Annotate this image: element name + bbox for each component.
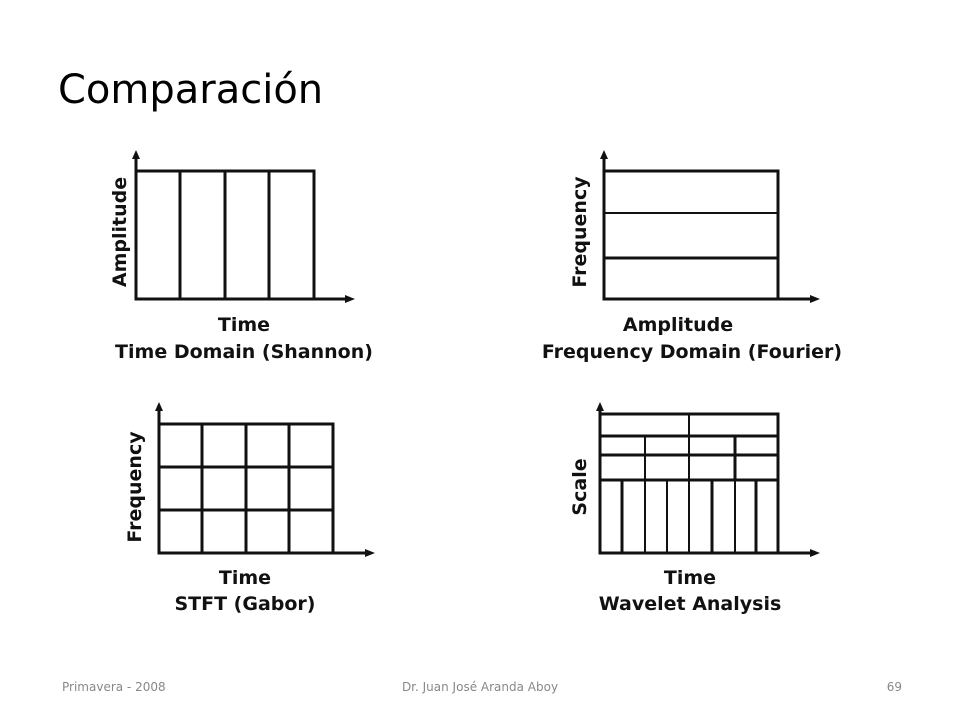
frequency-domain-caption: Frequency Domain (Fourier) <box>542 341 842 363</box>
footer-date: Primavera - 2008 <box>62 680 166 694</box>
stft-svg: Frequency Time STFT (Gabor) <box>124 402 375 615</box>
diagram-frequency-domain: Frequency Amplitude Frequency Domain (Fo… <box>542 145 880 375</box>
stft-x-arrow <box>365 549 375 557</box>
time-domain-y-arrow <box>132 150 140 159</box>
frequency-domain-grid-border <box>602 169 780 301</box>
wavelet-svg: Scale Time Wavelet Analysis <box>569 402 820 615</box>
slide-number: 69 <box>886 680 902 694</box>
stft-xlabel: Time <box>219 567 271 589</box>
wavelet-caption: Wavelet Analysis <box>599 593 782 615</box>
stft-ylabel: Frequency <box>124 431 146 543</box>
wavelet-xlabel: Time <box>664 567 716 589</box>
slide-title: Comparación <box>58 67 324 113</box>
time-domain-x-arrow <box>345 295 355 303</box>
time-domain-xlabel: Time <box>218 314 270 336</box>
wavelet-ylabel: Scale <box>569 458 591 515</box>
wavelet-x-arrow <box>810 549 820 557</box>
frequency-domain-svg: Frequency Amplitude Frequency Domain (Fo… <box>542 150 842 363</box>
frequency-domain-ylabel: Frequency <box>569 176 591 288</box>
time-domain-svg: Amplitude Time Time Domain (Shannon) <box>109 150 373 363</box>
stft-y-arrow <box>155 402 163 411</box>
frequency-domain-y-arrow <box>600 150 608 159</box>
diagram-stft: Frequency Time STFT (Gabor) <box>115 395 415 625</box>
time-domain-caption: Time Domain (Shannon) <box>115 341 373 363</box>
stft-caption: STFT (Gabor) <box>174 593 315 615</box>
wavelet-y-arrow <box>596 402 604 411</box>
diagram-time-domain: Amplitude Time Time Domain (Shannon) <box>100 145 400 375</box>
frequency-domain-xlabel: Amplitude <box>623 314 733 336</box>
footer-author: Dr. Juan José Aranda Aboy <box>401 680 559 694</box>
frequency-domain-x-arrow <box>810 295 820 303</box>
time-domain-ylabel: Amplitude <box>109 177 131 287</box>
diagram-wavelet: Scale Time Wavelet Analysis <box>560 395 860 625</box>
